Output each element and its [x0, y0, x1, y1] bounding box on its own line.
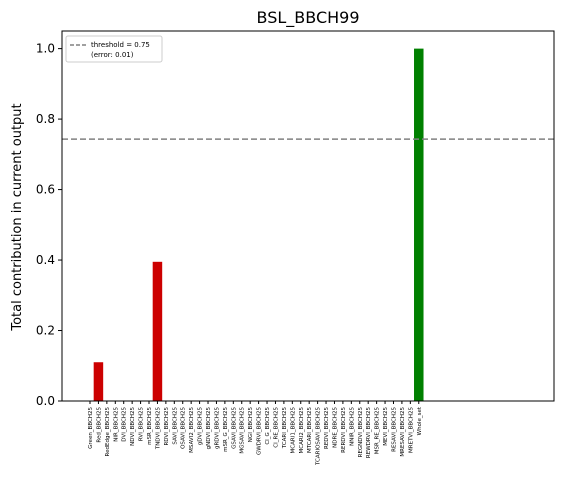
x-tick-label: RVI_BBCH25	[139, 407, 145, 442]
x-tick-label: NIR_BBCH25	[113, 407, 119, 442]
x-tick-label: CI_G_BBCH25	[265, 407, 271, 445]
y-tick-label: 0.0	[36, 394, 55, 408]
x-tick-label: NGI_BBCH25	[248, 407, 254, 443]
plot-frame	[61, 30, 555, 402]
y-tick-label: 1.0	[36, 42, 55, 56]
y-tick-label: 0.6	[36, 183, 55, 197]
x-tick-label: Whole_set	[417, 406, 423, 435]
bars	[93, 48, 424, 401]
bar-whole-set	[414, 48, 424, 401]
bar-tndvi-bbch25	[152, 261, 163, 401]
legend-line-1: threshold = 0.75	[91, 41, 150, 49]
y-tick-label: 0.2	[36, 324, 55, 338]
x-tick-label: NDRE_BBCH25	[332, 407, 338, 448]
x-tick-label: SAVI_BBCH25	[172, 407, 178, 445]
x-tick-label: MSAVI2_BBCH25	[189, 407, 195, 453]
x-tick-label: TNDVI_BBCH25	[155, 407, 161, 451]
x-tick-label: REWDRVI_BBCH25	[366, 407, 372, 459]
x-tick-label: MCARI2_BBCH25	[299, 407, 305, 454]
x-tick-label: MRETVI_BBCH25	[408, 407, 414, 453]
x-tick-label: TCARIOSAVI_BBCH25	[316, 407, 322, 466]
y-axis-label: Total contribution in current output	[10, 103, 25, 331]
y-tick-label: 0.8	[36, 112, 55, 126]
x-tick-label: Red_BBCH25	[96, 407, 102, 443]
x-tick-label: RedEdge_BBCH25	[105, 407, 111, 457]
x-tick-label: MGSAVI_BBCH25	[240, 407, 246, 454]
x-tick-labels: Green_BBCH25 Red_BBCH25 RedEdge_BBCH25 NIR_…	[88, 401, 423, 466]
x-tick-label: MRESAVI_BBCH25	[400, 407, 406, 457]
y-tick-label: 0.4	[36, 253, 55, 267]
x-tick-label: MSR_RE_BBCH25	[375, 407, 381, 455]
bar-red-bbch25	[93, 362, 104, 401]
x-tick-label: OSAVI_BBCH25	[181, 407, 187, 449]
x-tick-label: GWDRVI_BBCH25	[257, 407, 263, 456]
x-tick-label: Green_BBCH25	[88, 407, 94, 449]
chart-title: BSL_BBCH99	[257, 8, 360, 28]
x-tick-label: CI_RE_BBCH25	[273, 407, 279, 448]
x-tick-label: DVI_BBCH25	[122, 407, 128, 442]
y-axis: 0.0 0.2 0.4 0.6 0.8 1.0	[36, 42, 62, 408]
legend: threshold = 0.75 (error: 0.01)	[65, 35, 163, 63]
x-tick-label: mSR_G_BBCH25	[223, 407, 229, 452]
x-tick-label: gRDVI_BBCH25	[214, 407, 220, 450]
legend-line-2: (error: 0.01)	[91, 51, 134, 59]
x-tick-label: RESAVI_BBCH25	[391, 406, 397, 451]
x-tick-label: NDVI_BBCH25	[130, 407, 136, 446]
x-tick-label: RDVI_BBCH25	[164, 407, 170, 446]
x-tick-label: MTCARI_BBCH25	[307, 407, 313, 454]
x-tick-label: REGNDVI_BBCH25	[358, 407, 364, 458]
x-tick-label: MCARI1_BBCH25	[290, 407, 296, 454]
x-tick-label: gDVI_BBCH25	[198, 407, 204, 446]
x-tick-label: gNDVI_BBCH25	[206, 407, 212, 450]
x-tick-label: NNIR_BBCH25	[349, 407, 355, 446]
x-tick-label: REDVI_BBCH25	[324, 407, 330, 449]
x-tick-label: MEVI_BBCH25	[383, 407, 389, 446]
x-tick-label: RERDVI_BBCH25	[341, 407, 347, 453]
legend-box	[65, 35, 163, 63]
x-tick-label: mSR_BBCH25	[147, 407, 153, 445]
x-tick-label: TCARI_BBCH25	[282, 407, 288, 450]
x-tick-label: GSAVI_BBCH25	[231, 407, 237, 449]
